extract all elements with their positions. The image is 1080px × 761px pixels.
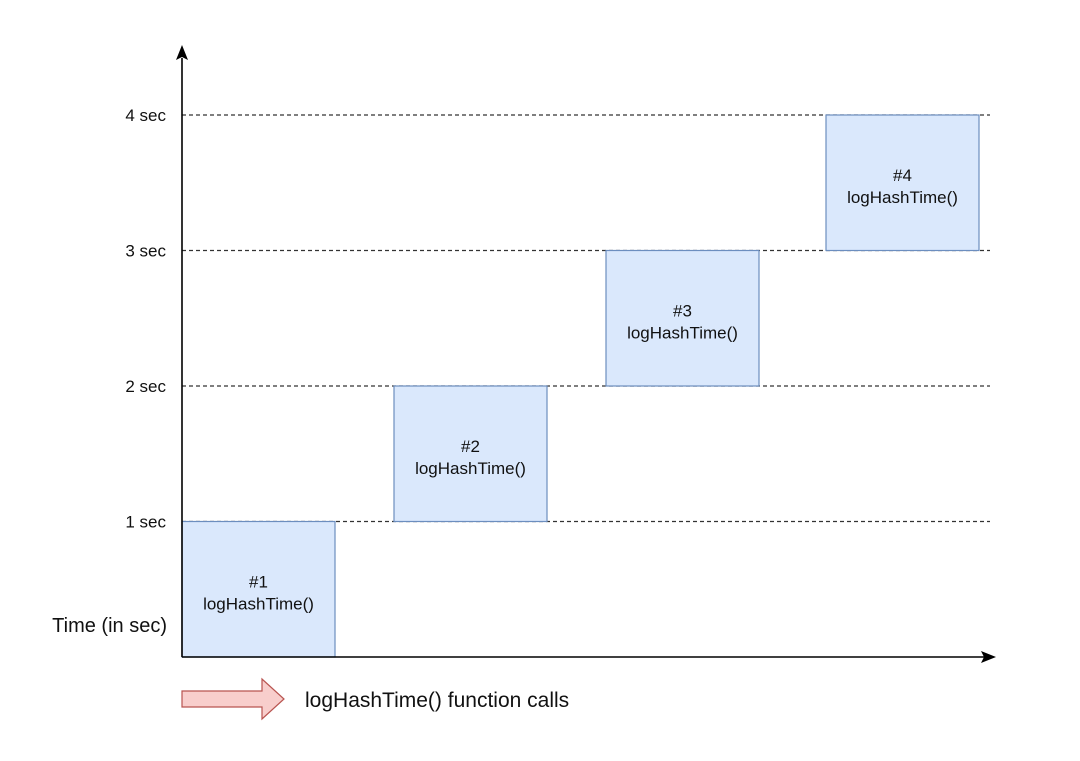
tick-label-2-sec: 2 sec: [125, 377, 166, 396]
legend-arrow-icon: [181, 677, 285, 721]
x-axis-arrow-icon: [981, 651, 996, 663]
block-4-box: [825, 114, 980, 252]
function-call-block-2: #2 logHashTime(): [393, 385, 548, 523]
y-axis-title: Time (in sec): [52, 615, 167, 637]
block-3-box: [605, 249, 760, 387]
block-3-label: logHashTime(): [627, 323, 738, 342]
tick-label-4-sec: 4 sec: [125, 106, 166, 125]
tick-label-3-sec: 3 sec: [125, 242, 166, 261]
block-1-box: [181, 520, 336, 658]
function-call-block-4: #4 logHashTime(): [825, 114, 980, 252]
block-2-label: logHashTime(): [415, 459, 526, 478]
block-4-label: logHashTime(): [847, 188, 958, 207]
function-call-block-1: #1 logHashTime(): [181, 520, 336, 658]
block-1-label: logHashTime(): [203, 594, 314, 613]
function-call-block-3: #3 logHashTime(): [605, 249, 760, 387]
legend-label: logHashTime() function calls: [305, 689, 569, 712]
function-call-blocks: #1 logHashTime() #2 logHashTime() #3 log…: [181, 114, 980, 658]
block-3-number: #3: [673, 301, 692, 320]
legend: logHashTime() function calls: [181, 677, 569, 721]
block-1-number: #1: [249, 572, 268, 591]
axes: [176, 45, 996, 663]
block-2-box: [393, 385, 548, 523]
y-axis-arrow-icon: [176, 45, 188, 60]
y-tick-labels: 1 sec 2 sec 3 sec 4 sec: [125, 106, 166, 532]
block-4-number: #4: [893, 166, 912, 185]
tick-label-1-sec: 1 sec: [125, 513, 166, 532]
block-2-number: #2: [461, 437, 480, 456]
